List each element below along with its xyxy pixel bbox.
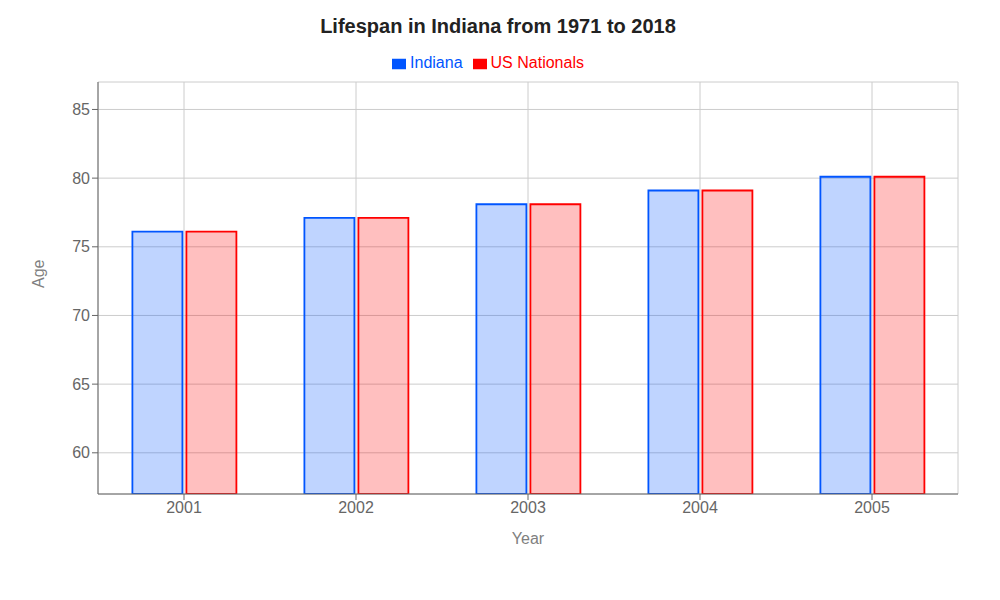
html-text:Lifespan in Indiana from 1971: Lifespan in Indiana from 1971 to 2018 bbox=[320, 15, 676, 37]
svg-text:70: 70 bbox=[72, 307, 90, 324]
html-text:US Nationals: US Nationals bbox=[490, 54, 584, 71]
svg-text:60: 60 bbox=[72, 444, 90, 461]
svg-text:80: 80 bbox=[72, 170, 90, 187]
svg-text:2001: 2001 bbox=[166, 499, 202, 516]
svg-text:65: 65 bbox=[72, 376, 90, 393]
svg-text:Year: Year bbox=[512, 530, 545, 547]
svg-text:85: 85 bbox=[72, 101, 90, 118]
svg-text:2004: 2004 bbox=[682, 499, 718, 516]
svg-text:75: 75 bbox=[72, 238, 90, 255]
svg-text:Age: Age bbox=[30, 259, 47, 288]
svg-text:2003: 2003 bbox=[510, 499, 546, 516]
svg-text:2002: 2002 bbox=[338, 499, 374, 516]
svg-text:2005: 2005 bbox=[854, 499, 890, 516]
html-text:Indiana: Indiana bbox=[410, 54, 463, 71]
